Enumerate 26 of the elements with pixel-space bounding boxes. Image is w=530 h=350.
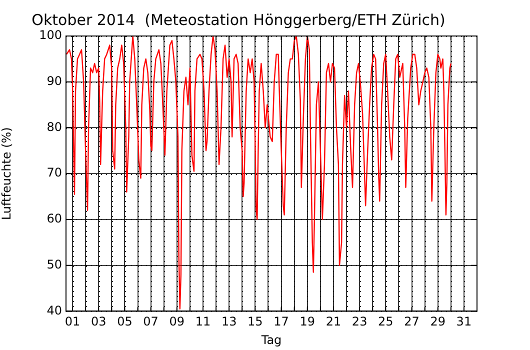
x-tick-label: 27 xyxy=(404,314,420,329)
x-tick-label: 13 xyxy=(221,314,237,329)
y-tick-label: 80 xyxy=(46,120,62,134)
x-tick-label: 29 xyxy=(430,314,446,329)
y-tick-label: 40 xyxy=(46,303,62,318)
chart-title: Oktober 2014 (Meteostation Hönggerberg/ETH Zürich) xyxy=(32,10,446,29)
x-tick-label: 17 xyxy=(274,314,289,329)
x-tick-label: 01 xyxy=(64,314,80,329)
y-tick-label: 60 xyxy=(46,212,62,226)
y-tick-label: 70 xyxy=(46,166,62,180)
x-tick-label: 15 xyxy=(248,314,263,329)
x-tick-label: 09 xyxy=(169,314,185,329)
x-tick-label: 07 xyxy=(143,314,158,329)
x-tick-label: 23 xyxy=(352,314,368,329)
y-tick-label: 100 xyxy=(39,28,62,42)
x-tick-label: 03 xyxy=(90,314,106,329)
y-tick-label: 90 xyxy=(46,74,62,88)
y-tick-label: 50 xyxy=(46,257,62,272)
x-tick-label: 19 xyxy=(300,314,316,329)
x-tick-label: 31 xyxy=(456,314,472,329)
x-axis-title: Tag xyxy=(260,332,282,347)
x-tick-label: 21 xyxy=(326,314,342,329)
x-tick-label: 11 xyxy=(195,314,211,329)
x-tick-label: 25 xyxy=(378,314,394,329)
y-axis-title: Luftfeuchte (%) xyxy=(0,127,14,220)
x-tick-label: 05 xyxy=(117,314,132,329)
